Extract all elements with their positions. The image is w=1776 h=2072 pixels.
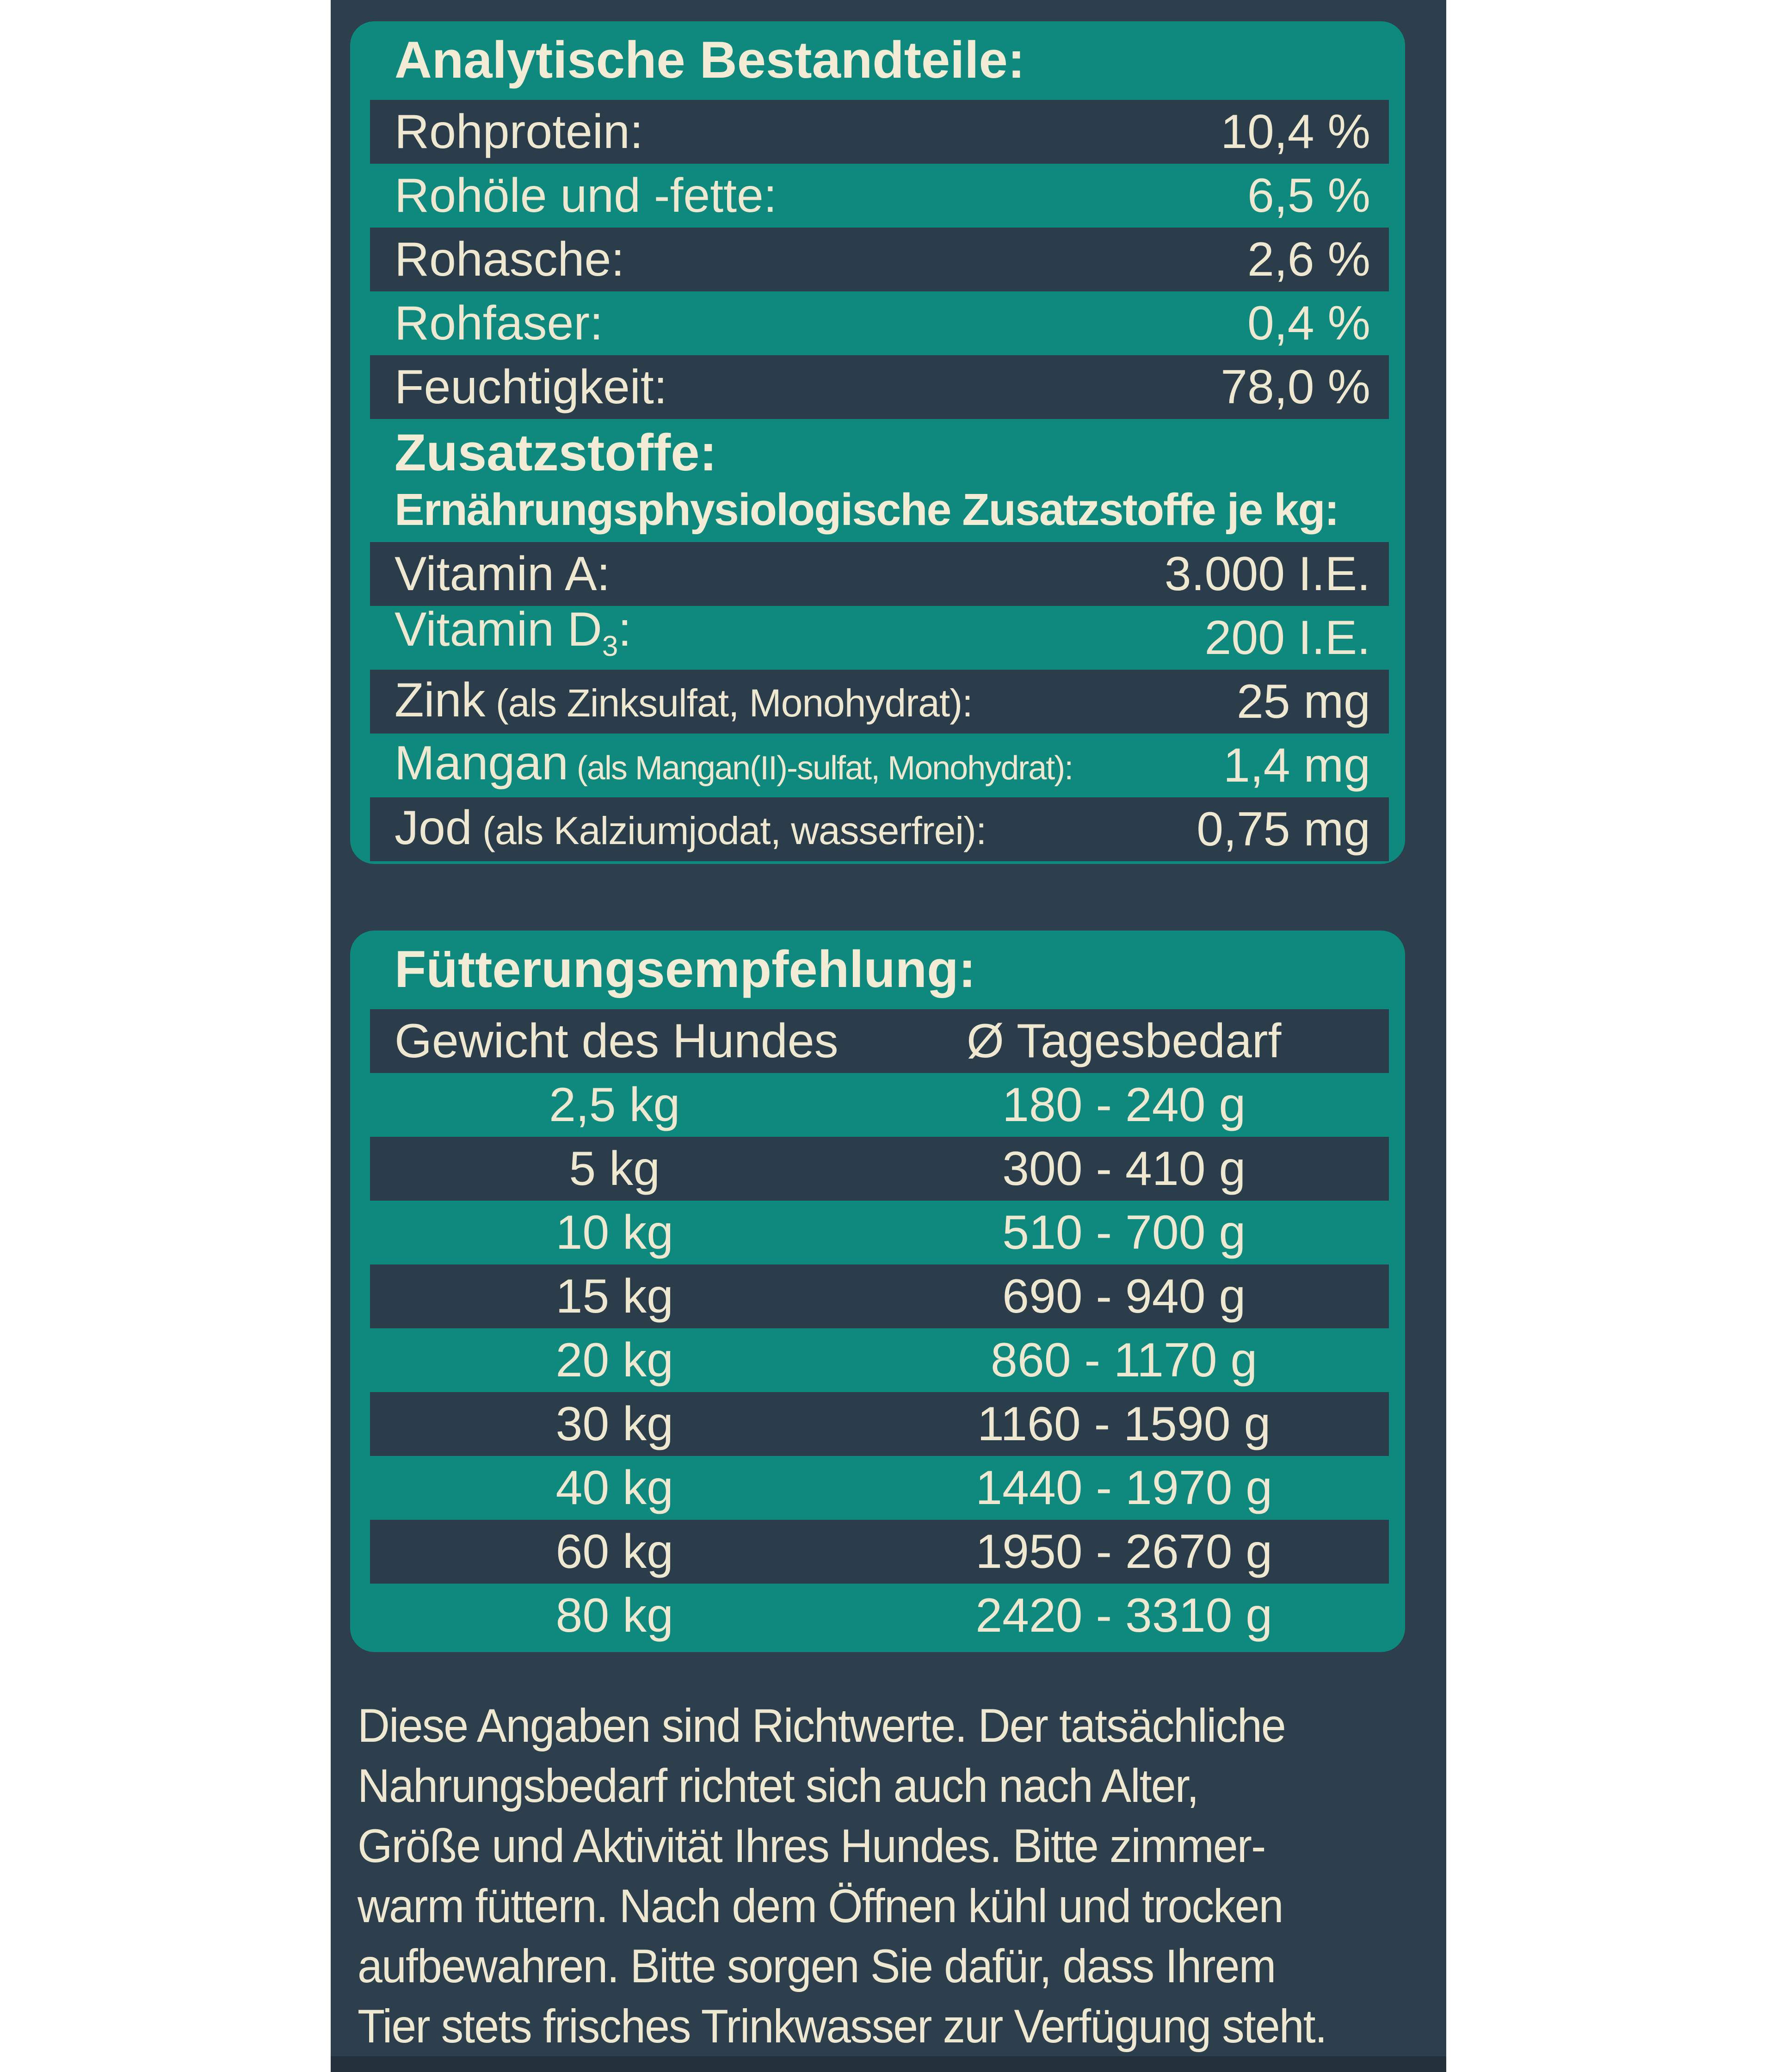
row-label: Rohöle und -fette: xyxy=(395,169,777,222)
table-row: Feuchtigkeit: 78,0 % xyxy=(370,355,1389,419)
row-label-detail: (als Mangan(II)-sulfat, Monohydrat): xyxy=(568,749,1073,787)
row-label: Jod (als Kalziumjodat, wasserfrei): xyxy=(395,801,987,855)
amount-cell: 1440 - 1970 g xyxy=(975,1461,1273,1515)
subscript: 3 xyxy=(602,630,618,662)
weight-cell: 30 kg xyxy=(555,1397,673,1451)
row-label: Rohprotein: xyxy=(395,105,643,159)
weight-cell: 2,5 kg xyxy=(549,1078,680,1132)
table-row: Zink (als Zinksulfat, Monohydrat): 25 mg xyxy=(370,670,1389,734)
amount-cell: 510 - 700 g xyxy=(1002,1206,1246,1259)
table-row: Mangan (als Mangan(II)-sulfat, Monohydra… xyxy=(370,734,1389,797)
note-line: Tier stets frisches Trinkwasser zur Verf… xyxy=(358,2000,1327,2053)
weight-cell: 60 kg xyxy=(555,1525,673,1579)
amount-cell: 860 - 1170 g xyxy=(991,1333,1258,1387)
feeding-row: 20 kg 860 - 1170 g xyxy=(370,1328,1389,1392)
feeding-header-row: Gewicht des Hundes Ø Tagesbedarf xyxy=(370,1009,1389,1073)
row-label: Vitamin A: xyxy=(395,547,610,601)
label-bottom-edge xyxy=(331,2056,1446,2072)
row-label-detail: (als Zinksulfat, Monohydrat): xyxy=(485,681,973,725)
amount-cell: 2420 - 3310 g xyxy=(975,1589,1273,1642)
feeding-row: 60 kg 1950 - 2670 g xyxy=(370,1520,1389,1584)
amount-cell: 300 - 410 g xyxy=(1002,1142,1246,1196)
feeding-row: 80 kg 2420 - 3310 g xyxy=(370,1584,1389,1647)
table-row: Rohasche: 2,6 % xyxy=(370,228,1389,291)
amount-cell: 1160 - 1590 g xyxy=(977,1397,1271,1451)
amount-cell: 690 - 940 g xyxy=(1002,1270,1246,1323)
row-label: Feuchtigkeit: xyxy=(395,360,667,414)
row-label: Zink (als Zinksulfat, Monohydrat): xyxy=(395,673,973,727)
weight-cell: 5 kg xyxy=(569,1142,660,1196)
row-value: 0,4 % xyxy=(1247,296,1370,350)
row-label: Rohasche: xyxy=(395,233,625,286)
additives-title: Zusatzstoffe: xyxy=(395,424,717,481)
table-row: Vitamin D3: 200 I.E. xyxy=(370,603,1389,670)
note-line: Diese Angaben sind Richtwerte. Der tatsä… xyxy=(358,1699,1286,1752)
feeding-recommendation-panel: Fütterungsempfehlung: Gewicht des Hundes… xyxy=(350,931,1405,1652)
table-row: Rohprotein: 10,4 % xyxy=(370,100,1389,164)
feeding-note: Diese Angaben sind Richtwerte. Der tatsä… xyxy=(358,1696,1394,2056)
row-value: 10,4 % xyxy=(1221,105,1370,159)
weight-cell: 20 kg xyxy=(555,1333,673,1387)
note-line: aufbewahren. Bitte sorgen Sie dafür, das… xyxy=(358,1940,1276,1992)
feeding-title: Fütterungsempfehlung: xyxy=(395,940,976,998)
analytical-title: Analytische Bestandteile: xyxy=(395,31,1025,89)
row-label: Mangan (als Mangan(II)-sulfat, Monohydra… xyxy=(395,736,1073,790)
feeding-row: 10 kg 510 - 700 g xyxy=(370,1201,1389,1264)
feeding-row: 15 kg 690 - 940 g xyxy=(370,1264,1389,1328)
row-value: 2,6 % xyxy=(1247,233,1370,286)
table-row: Vitamin A: 3.000 I.E. xyxy=(370,542,1389,606)
column-header-daily-amount: Ø Tagesbedarf xyxy=(967,1014,1282,1068)
row-value: 1,4 mg xyxy=(1223,739,1370,792)
row-label: Rohfaser: xyxy=(395,296,603,350)
row-label-detail: (als Kalziumjodat, wasserfrei): xyxy=(472,809,987,852)
amount-cell: 180 - 240 g xyxy=(1002,1078,1246,1132)
feeding-row: 2,5 kg 180 - 240 g xyxy=(370,1073,1389,1137)
weight-cell: 10 kg xyxy=(555,1206,673,1259)
row-label: Vitamin D3: xyxy=(395,602,632,662)
weight-cell: 15 kg xyxy=(555,1270,673,1323)
row-value: 6,5 % xyxy=(1247,169,1370,222)
row-value: 0,75 mg xyxy=(1196,802,1370,856)
amount-cell: 1950 - 2670 g xyxy=(975,1525,1273,1579)
table-row: Jod (als Kalziumjodat, wasserfrei): 0,75… xyxy=(370,797,1389,861)
row-value: 25 mg xyxy=(1236,675,1370,728)
additives-subtitle: Ernährungsphysiologische Zusatzstoffe je… xyxy=(395,484,1339,535)
analytical-constituents-panel: Analytische Bestandteile: Rohprotein: 10… xyxy=(350,21,1405,864)
note-line: Größe und Aktivität Ihres Hundes. Bitte … xyxy=(358,1819,1266,1872)
feeding-row: 30 kg 1160 - 1590 g xyxy=(370,1392,1389,1456)
row-value: 200 I.E. xyxy=(1204,611,1370,665)
row-value: 78,0 % xyxy=(1221,360,1370,414)
table-row: Rohfaser: 0,4 % xyxy=(370,291,1389,355)
table-row: Rohöle und -fette: 6,5 % xyxy=(370,164,1389,228)
row-value: 3.000 I.E. xyxy=(1164,547,1370,601)
note-line: Nahrungsbedarf richtet sich auch nach Al… xyxy=(358,1759,1199,1812)
feeding-row: 40 kg 1440 - 1970 g xyxy=(370,1456,1389,1520)
feeding-row: 5 kg 300 - 410 g xyxy=(370,1137,1389,1201)
weight-cell: 40 kg xyxy=(555,1461,673,1515)
label-page: Analytische Bestandteile: Rohprotein: 10… xyxy=(331,0,1446,2072)
note-line: warm füttern. Nach dem Öffnen kühl und t… xyxy=(358,1880,1283,1932)
column-header-weight: Gewicht des Hundes xyxy=(395,1014,839,1068)
weight-cell: 80 kg xyxy=(555,1589,673,1642)
